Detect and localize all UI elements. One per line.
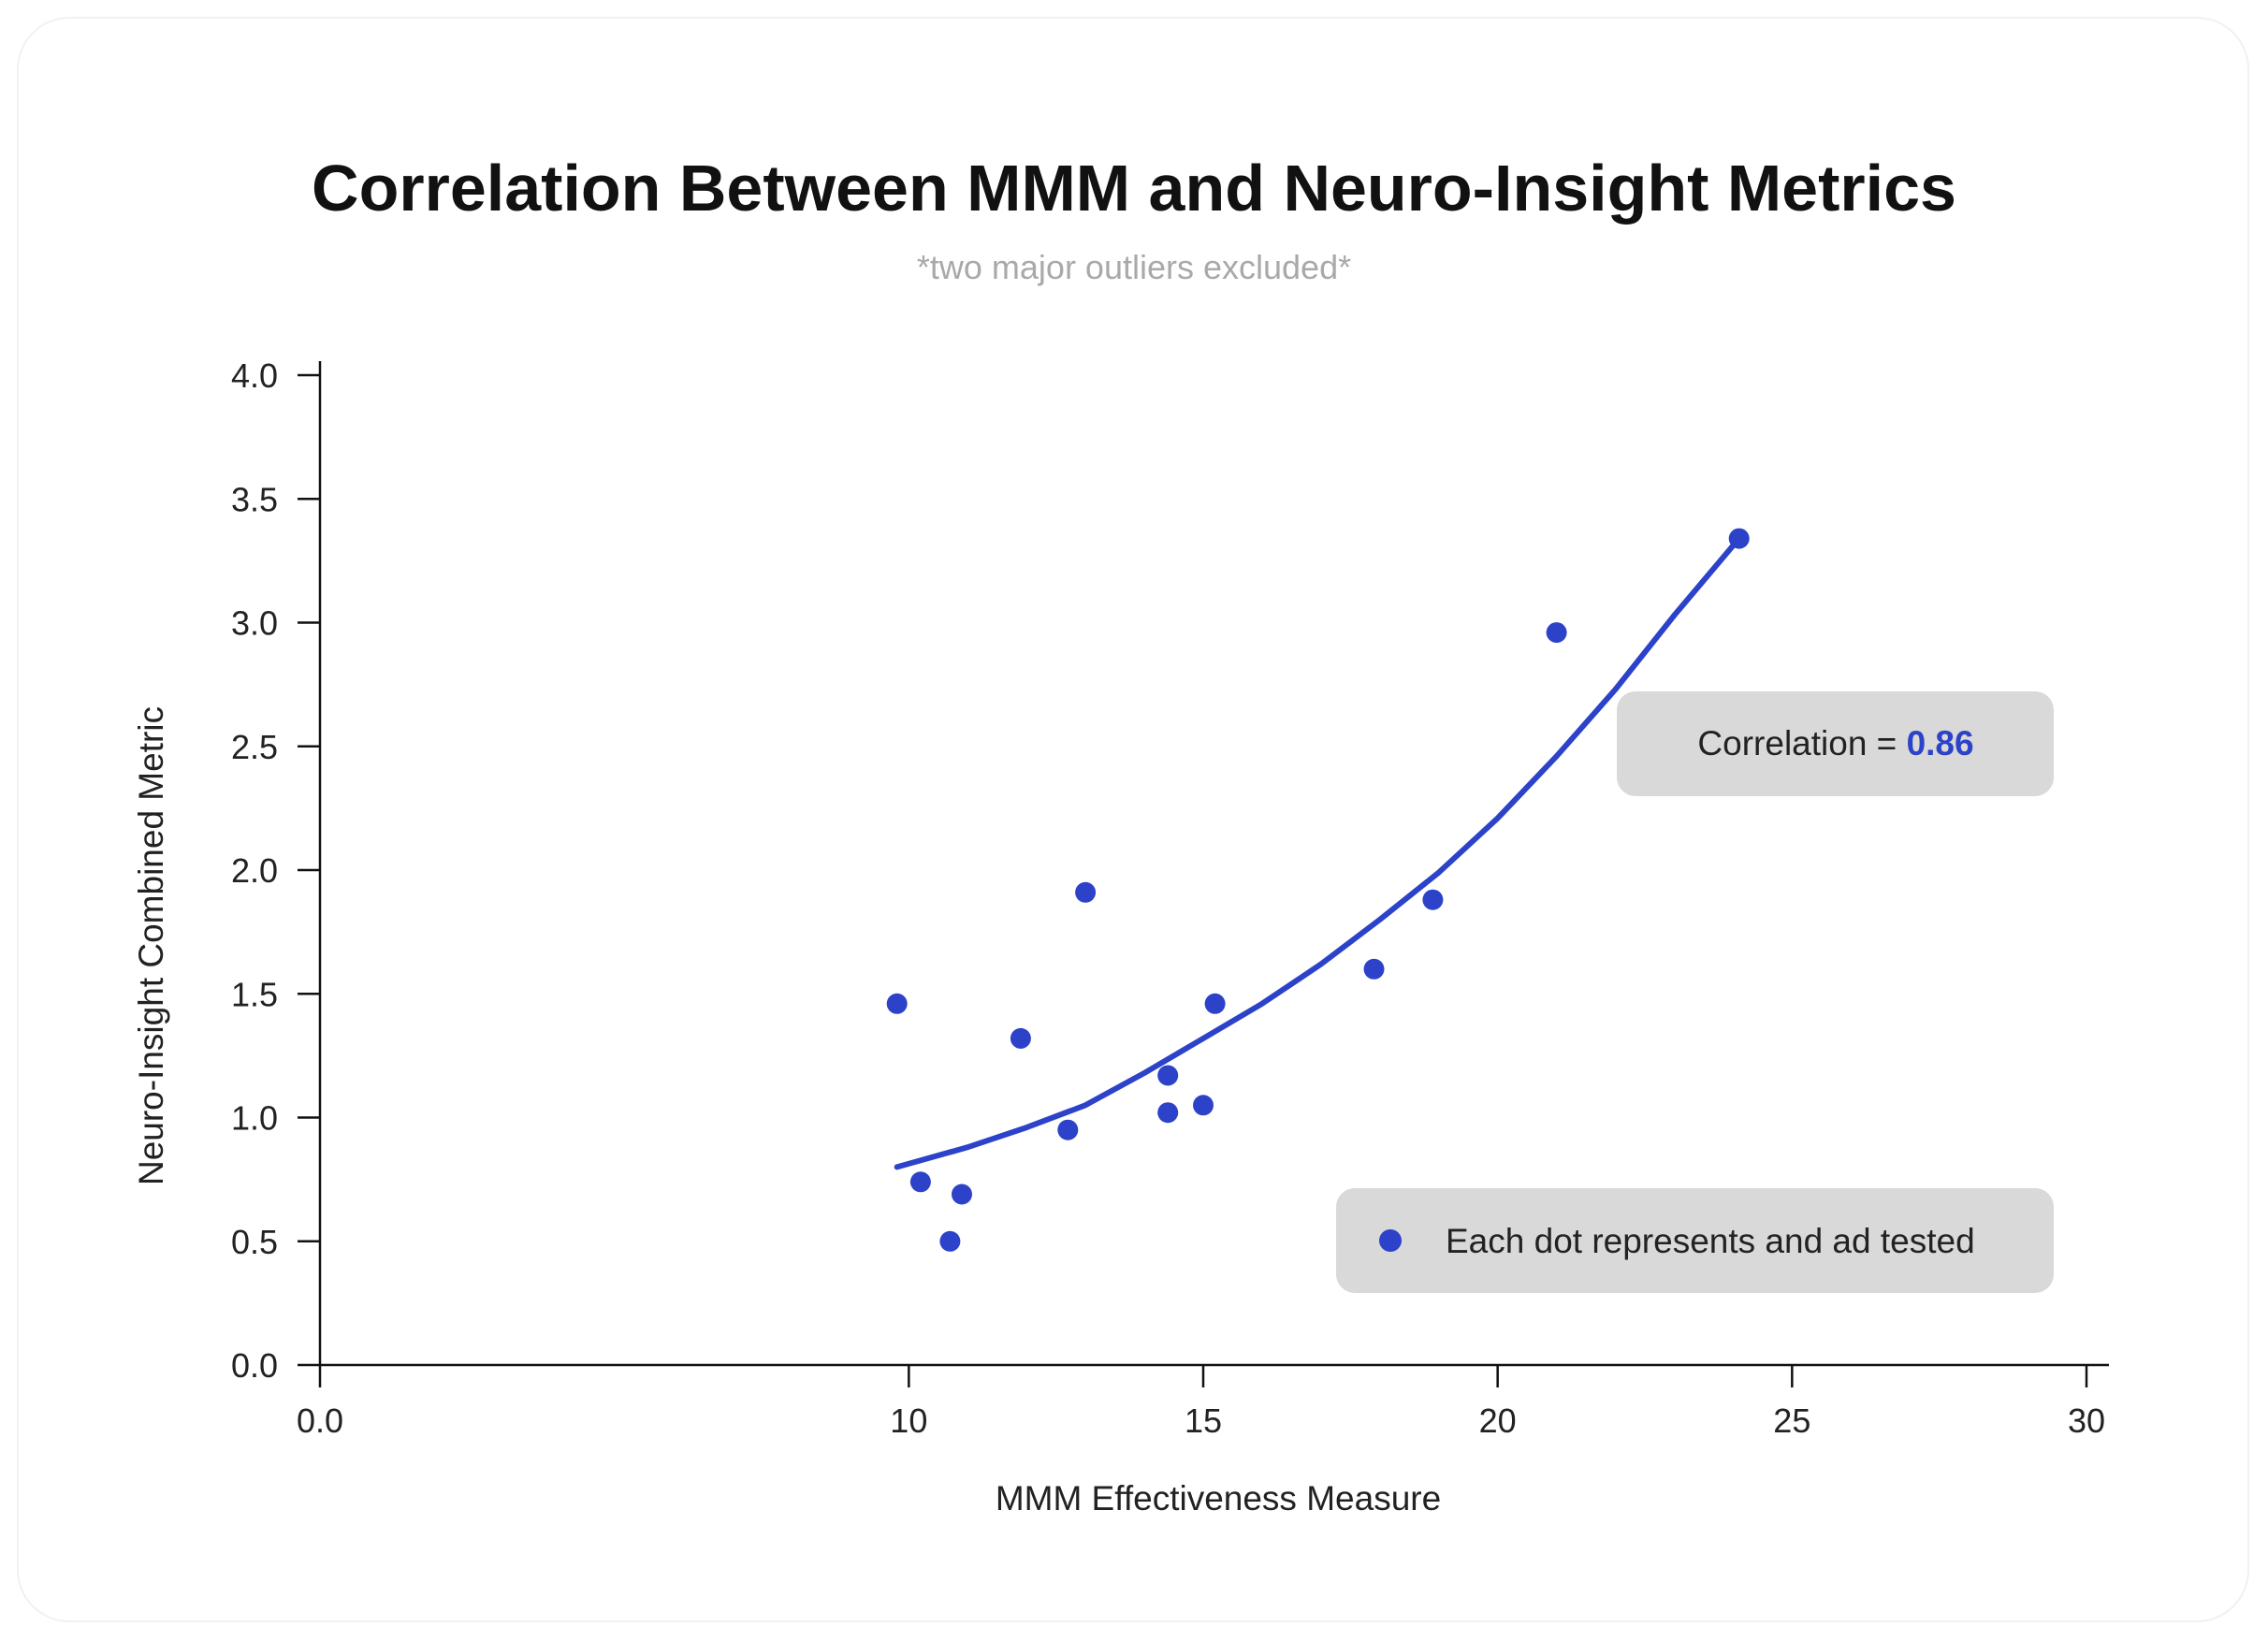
y-tick-label: 3.0 bbox=[231, 604, 278, 643]
correlation-box-background bbox=[1617, 691, 2054, 796]
legend-label: Each dot represents and ad tested bbox=[1446, 1222, 1975, 1260]
data-point bbox=[952, 1184, 972, 1205]
correlation-box: Correlation = 0.86 bbox=[1617, 691, 2054, 796]
data-point bbox=[1546, 622, 1567, 644]
data-point bbox=[939, 1230, 961, 1252]
legend-marker bbox=[1379, 1229, 1402, 1252]
y-tick-label: 1.5 bbox=[231, 975, 278, 1013]
correlation-value: 0.86 bbox=[1907, 724, 1974, 762]
x-axis-label: MMM Effectiveness Measure bbox=[996, 1479, 1441, 1518]
data-point bbox=[1193, 1095, 1214, 1116]
x-tick-label: 15 bbox=[1185, 1401, 1222, 1440]
data-point bbox=[1057, 1119, 1079, 1140]
data-point bbox=[886, 993, 908, 1014]
data-point bbox=[909, 1171, 931, 1193]
chart-card bbox=[17, 17, 2249, 1622]
data-point bbox=[1075, 881, 1097, 903]
data-point bbox=[1204, 993, 1226, 1014]
legend-box-background bbox=[1336, 1188, 2054, 1293]
y-axis-label: Neuro-Insight Combined Metric bbox=[132, 706, 170, 1185]
y-tick-label: 1.0 bbox=[231, 1099, 278, 1138]
data-point bbox=[1363, 958, 1385, 980]
y-tick-label: 4.0 bbox=[231, 356, 278, 395]
data-point bbox=[1010, 1027, 1031, 1049]
chart-title: Correlation Between MMM and Neuro-Insigh… bbox=[312, 152, 1956, 225]
y-tick-label: 2.0 bbox=[231, 851, 278, 890]
correlation-text: Correlation = 0.86 bbox=[1697, 724, 1973, 762]
chart-subtitle: *two major outliers excluded* bbox=[917, 248, 1351, 286]
trendline-group bbox=[894, 535, 1742, 1170]
x-tick-label: 0.0 bbox=[297, 1401, 343, 1440]
x-tick-label: 20 bbox=[1479, 1401, 1517, 1440]
axes: 0.0 0.5 1.0 1.5 2.0 2.5 3.0 3.5 4.0 0.0 10 15 20 25 30 bbox=[231, 356, 2109, 1440]
trendline bbox=[894, 535, 1742, 1170]
x-tick-label: 10 bbox=[890, 1401, 927, 1440]
y-tick-label: 0.5 bbox=[231, 1223, 278, 1261]
legend-box: Each dot represents and ad tested bbox=[1336, 1188, 2054, 1293]
data-points bbox=[886, 528, 1750, 1252]
data-point bbox=[1157, 1102, 1179, 1124]
y-tick-label: 2.5 bbox=[231, 728, 278, 766]
correlation-label: Correlation = bbox=[1697, 724, 1906, 762]
data-point bbox=[1422, 889, 1444, 910]
y-tick-label: 3.5 bbox=[231, 480, 278, 518]
y-tick-label: 0.0 bbox=[231, 1346, 278, 1385]
x-tick-label: 30 bbox=[2068, 1401, 2105, 1440]
data-point bbox=[1728, 528, 1750, 549]
data-point bbox=[1157, 1065, 1179, 1086]
x-tick-label: 25 bbox=[1773, 1401, 1810, 1440]
